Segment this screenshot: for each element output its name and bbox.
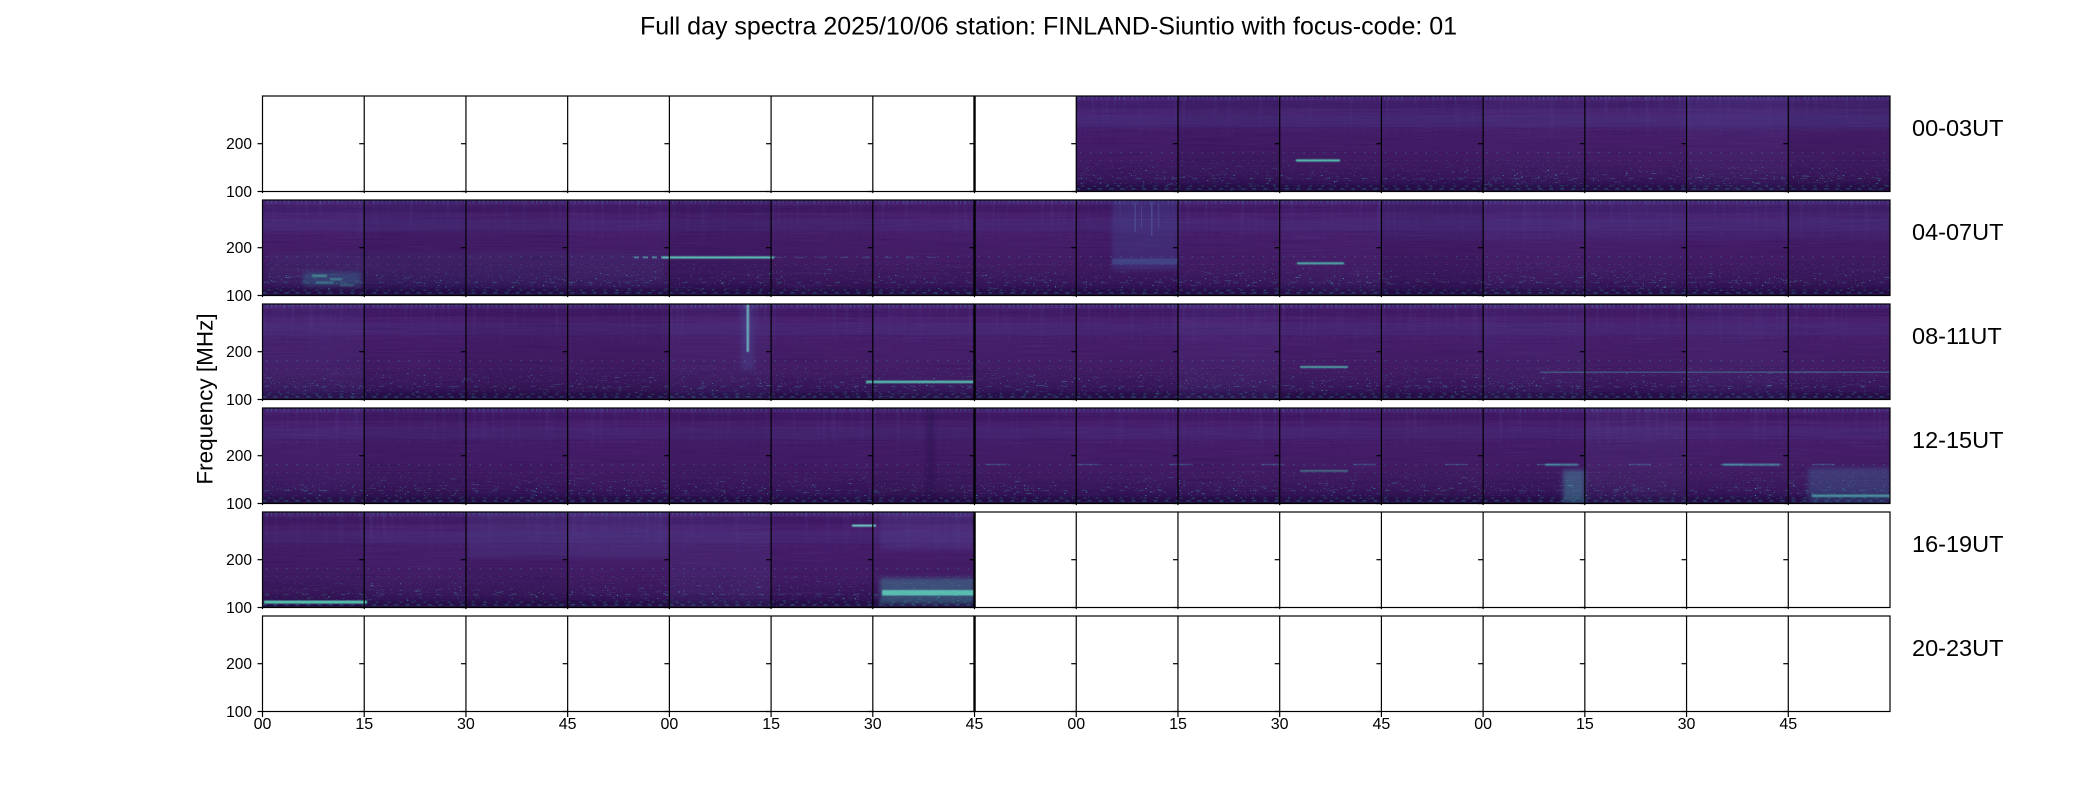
svg-text:08-11UT: 08-11UT bbox=[1912, 323, 2002, 349]
svg-text:30: 30 bbox=[1271, 716, 1289, 733]
svg-text:30: 30 bbox=[457, 716, 475, 733]
svg-text:04-07UT: 04-07UT bbox=[1912, 219, 2003, 245]
svg-text:200: 200 bbox=[226, 136, 252, 153]
svg-text:Full day spectra 2025/10/06 st: Full day spectra 2025/10/06 station: FIN… bbox=[640, 13, 1457, 41]
svg-text:00: 00 bbox=[254, 716, 272, 733]
svg-text:200: 200 bbox=[226, 552, 252, 569]
svg-text:15: 15 bbox=[1576, 716, 1594, 733]
svg-text:200: 200 bbox=[226, 344, 252, 361]
svg-text:100: 100 bbox=[226, 184, 252, 201]
svg-text:100: 100 bbox=[226, 600, 252, 617]
svg-text:00-03UT: 00-03UT bbox=[1912, 115, 2003, 141]
svg-text:200: 200 bbox=[226, 656, 252, 673]
svg-text:00: 00 bbox=[1067, 716, 1085, 733]
svg-text:45: 45 bbox=[1373, 716, 1391, 733]
svg-text:Frequency [MHz]: Frequency [MHz] bbox=[193, 313, 218, 484]
svg-text:200: 200 bbox=[226, 448, 252, 465]
svg-text:45: 45 bbox=[966, 716, 984, 733]
svg-text:15: 15 bbox=[355, 716, 373, 733]
svg-text:20-23UT: 20-23UT bbox=[1912, 635, 2003, 661]
svg-text:15: 15 bbox=[762, 716, 780, 733]
svg-text:200: 200 bbox=[226, 240, 252, 257]
svg-text:12-15UT: 12-15UT bbox=[1912, 427, 2003, 453]
svg-text:00: 00 bbox=[660, 716, 678, 733]
svg-text:45: 45 bbox=[1779, 716, 1797, 733]
svg-text:100: 100 bbox=[226, 288, 252, 305]
svg-text:100: 100 bbox=[226, 496, 252, 513]
svg-text:100: 100 bbox=[226, 392, 252, 409]
svg-text:30: 30 bbox=[864, 716, 882, 733]
svg-text:45: 45 bbox=[559, 716, 577, 733]
svg-text:30: 30 bbox=[1678, 716, 1696, 733]
svg-text:15: 15 bbox=[1169, 716, 1187, 733]
svg-text:00: 00 bbox=[1474, 716, 1492, 733]
svg-text:16-19UT: 16-19UT bbox=[1912, 531, 2003, 557]
svg-text:100: 100 bbox=[226, 704, 252, 721]
